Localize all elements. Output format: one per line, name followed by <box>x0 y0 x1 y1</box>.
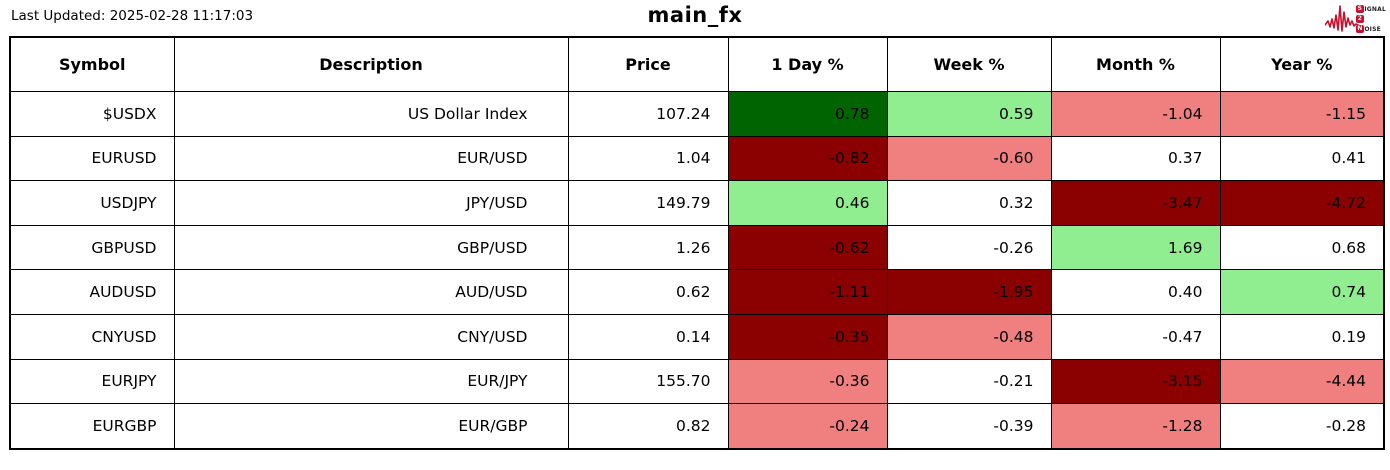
day-pct-cell: -1.11 <box>727 269 888 315</box>
description-cell: EUR/JPY <box>173 358 569 405</box>
week-pct-cell: -0.39 <box>886 403 1052 450</box>
price-cell: 0.82 <box>567 403 729 450</box>
table-row: EURJPY EUR/JPY 155.70 -0.36 -0.21 -3.15 -4.44 <box>9 358 1385 405</box>
logo-badge-2: 2 <box>1355 15 1364 23</box>
day-pct-cell: 0.46 <box>727 180 888 226</box>
col-header-symbol: Symbol <box>9 36 175 92</box>
month-pct-cell: 0.37 <box>1050 135 1221 182</box>
price-cell: 1.04 <box>567 135 729 182</box>
description-cell: EUR/GBP <box>173 403 569 450</box>
description-cell: CNY/USD <box>173 313 569 360</box>
logo-line-2: 2 <box>1355 15 1386 24</box>
logo-line-signal: S IGNAL <box>1355 5 1386 14</box>
fx-table: Symbol Description Price 1 Day % Week % … <box>9 36 1385 450</box>
month-pct-cell: 1.69 <box>1050 224 1221 271</box>
description-cell: US Dollar Index <box>173 91 569 137</box>
symbol-cell: USDJPY <box>9 180 175 226</box>
week-pct-cell: -0.26 <box>886 224 1052 271</box>
year-pct-cell: -1.15 <box>1219 91 1385 137</box>
week-pct-cell: -0.21 <box>886 358 1052 405</box>
table-row: AUDUSD AUD/USD 0.62 -1.11 -1.95 0.40 0.74 <box>9 269 1385 315</box>
symbol-cell: EURJPY <box>9 358 175 405</box>
price-cell: 155.70 <box>567 358 729 405</box>
page-title: main_fx <box>647 3 743 27</box>
year-pct-cell: 0.19 <box>1219 313 1385 360</box>
symbol-cell: EURGBP <box>9 403 175 450</box>
year-pct-cell: -0.28 <box>1219 403 1385 450</box>
year-pct-cell: -4.72 <box>1219 180 1385 226</box>
symbol-cell: $USDX <box>9 91 175 137</box>
waveform-icon <box>1324 5 1359 32</box>
year-pct-cell: 0.68 <box>1219 224 1385 271</box>
day-pct-cell: -0.24 <box>727 403 888 450</box>
day-pct-cell: 0.78 <box>727 91 888 137</box>
table-row: CNYUSD CNY/USD 0.14 -0.35 -0.48 -0.47 0.19 <box>9 313 1385 360</box>
year-pct-cell: -4.44 <box>1219 358 1385 405</box>
year-pct-cell: 0.41 <box>1219 135 1385 182</box>
week-pct-cell: -0.48 <box>886 313 1052 360</box>
day-pct-cell: -0.82 <box>727 135 888 182</box>
description-cell: EUR/USD <box>173 135 569 182</box>
symbol-cell: EURUSD <box>9 135 175 182</box>
table-row: GBPUSD GBP/USD 1.26 -0.62 -0.26 1.69 0.68 <box>9 224 1385 271</box>
logo-badge-n: N <box>1355 25 1364 33</box>
week-pct-cell: 0.32 <box>886 180 1052 226</box>
fx-table-body: $USDX US Dollar Index 107.24 0.78 0.59 -1.04-… <box>9 91 1385 450</box>
col-header-month: Month % <box>1050 36 1221 92</box>
logo-line-noise: N OISE <box>1355 25 1386 34</box>
week-pct-cell: -0.60 <box>886 135 1052 182</box>
week-pct-cell: -1.95 <box>886 269 1052 315</box>
last-updated-text: Last Updated: 2025-02-28 11:17:03 <box>11 8 254 24</box>
month-pct-cell: -0.47 <box>1050 313 1221 360</box>
symbol-cell: CNYUSD <box>9 313 175 360</box>
logo-badge-s: S <box>1355 5 1364 13</box>
month-pct-cell: -3.47 <box>1050 180 1221 226</box>
table-row: EURUSD EUR/USD 1.04 -0.82 -0.60 0.37 0.41 <box>9 135 1385 182</box>
symbol-cell: AUDUSD <box>9 269 175 315</box>
month-pct-cell: 0.40 <box>1050 269 1221 315</box>
price-cell: 1.26 <box>567 224 729 271</box>
description-cell: AUD/USD <box>173 269 569 315</box>
day-pct-cell: -0.62 <box>727 224 888 271</box>
col-header-week: Week % <box>886 36 1052 92</box>
logo-word-signal: IGNAL <box>1364 5 1386 13</box>
col-header-1day: 1 Day % <box>727 36 888 92</box>
description-cell: GBP/USD <box>173 224 569 271</box>
table-row: USDJPY JPY/USD 149.79 0.46 0.32 -3.47 -4.72 <box>9 180 1385 226</box>
year-pct-cell: 0.74 <box>1219 269 1385 315</box>
table-row: $USDX US Dollar Index 107.24 0.78 0.59 -1.04-… <box>9 91 1385 137</box>
logo-text: S IGNAL 2 N OISE <box>1355 5 1386 34</box>
month-pct-cell: -1.04 <box>1050 91 1221 137</box>
month-pct-cell: -3.15 <box>1050 358 1221 405</box>
price-cell: 149.79 <box>567 180 729 226</box>
price-cell: 107.24 <box>567 91 729 137</box>
day-pct-cell: -0.36 <box>727 358 888 405</box>
price-cell: 0.62 <box>567 269 729 315</box>
description-cell: JPY/USD <box>173 180 569 226</box>
col-header-price: Price <box>567 36 729 92</box>
price-cell: 0.14 <box>567 313 729 360</box>
week-pct-cell: 0.59 <box>886 91 1052 137</box>
day-pct-cell: -0.35 <box>727 313 888 360</box>
month-pct-cell: -1.28 <box>1050 403 1221 450</box>
logo-word-noise: OISE <box>1364 25 1381 33</box>
col-header-description: Description <box>173 36 569 92</box>
table-row: EURGBP EUR/GBP 0.82 -0.24 -0.39 -1.28 -0.28 <box>9 403 1385 450</box>
symbol-cell: GBPUSD <box>9 224 175 271</box>
signal2noise-logo: S IGNAL 2 N OISE <box>1324 2 1386 36</box>
col-header-year: Year % <box>1219 36 1385 92</box>
header-row: Symbol Description Price 1 Day % Week % … <box>9 36 1385 92</box>
